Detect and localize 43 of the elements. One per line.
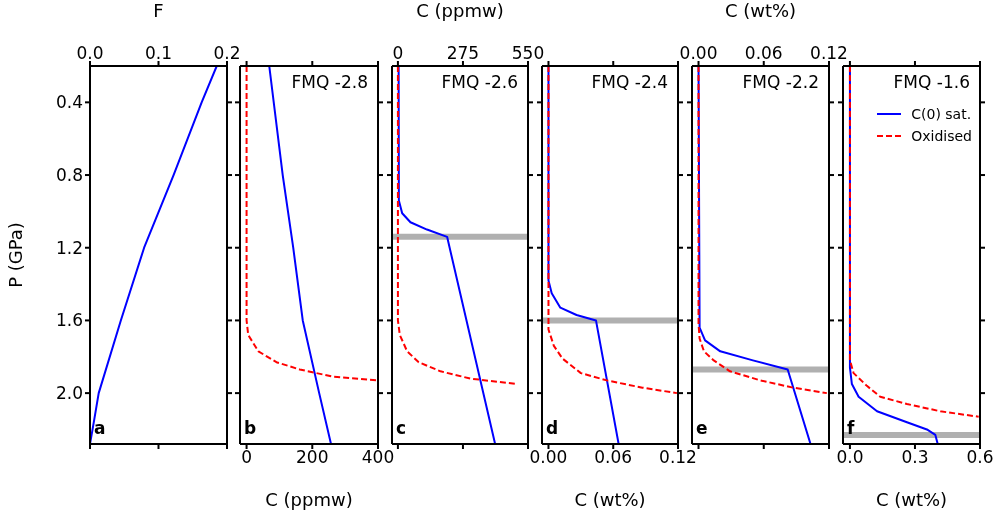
y-tick-label: 0.4 [55, 92, 83, 113]
x-tick-label: 0.1 [144, 43, 173, 63]
x-axis-title: C (wt%) [574, 489, 646, 510]
x-tick-label: 400 [361, 447, 395, 468]
x-axis-title: C (wt%) [875, 489, 948, 510]
annotation: a [94, 418, 106, 438]
x-tick-label: 0.0 [76, 43, 104, 63]
x-tick-label: 0.3 [901, 447, 929, 468]
x-tick-label: 0.12 [810, 43, 848, 63]
x-tick-label: 0.2 [213, 43, 241, 63]
x-tick-label: 0.12 [659, 447, 697, 468]
x-tick-label: 0.00 [529, 447, 568, 468]
annotation: FMQ -1.6 [893, 72, 970, 92]
x-tick-label: 0 [392, 43, 404, 63]
x-tick-label: 0.06 [594, 447, 633, 468]
legend-label: C(0) sat. [911, 106, 972, 122]
x-tick-label: 275 [446, 43, 480, 63]
x-axis-title: C (wt%) [724, 0, 797, 21]
x-tick-label: 550 [511, 43, 545, 63]
annotation: FMQ -2.6 [441, 72, 518, 92]
y-tick-label: 0.8 [55, 165, 83, 186]
annotation: FMQ -2.2 [742, 72, 819, 92]
x-tick-label: 0.0 [836, 447, 864, 468]
annotation: FMQ -2.4 [591, 72, 668, 92]
x-axis-title: F [153, 0, 164, 21]
x-tick-label: 200 [296, 447, 329, 468]
annotation: e [696, 418, 708, 438]
y-axis-title: P (GPa) [5, 222, 27, 288]
annotation: d [546, 418, 559, 438]
legend-label: Oxidised [911, 128, 972, 144]
annotation: b [244, 418, 257, 438]
y-tick-label: 1.6 [55, 310, 83, 331]
annotation: c [396, 418, 407, 438]
x-tick-label: 0.6 [966, 447, 994, 468]
x-tick-label: 0.00 [679, 43, 718, 63]
y-tick-label: 2.0 [55, 383, 83, 404]
y-tick-label: 1.2 [55, 237, 83, 258]
annotation: f [847, 418, 855, 438]
x-tick-label: 0.06 [744, 43, 783, 63]
x-axis-title: C (ppmw) [265, 489, 353, 510]
x-tick-label: 0 [241, 447, 252, 468]
x-axis-title: C (ppmw) [416, 0, 504, 21]
annotation: FMQ -2.8 [291, 72, 368, 92]
